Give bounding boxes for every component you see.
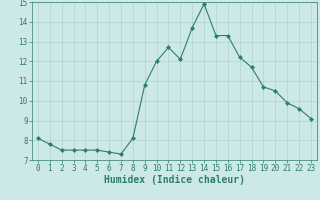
X-axis label: Humidex (Indice chaleur): Humidex (Indice chaleur)	[104, 175, 245, 185]
